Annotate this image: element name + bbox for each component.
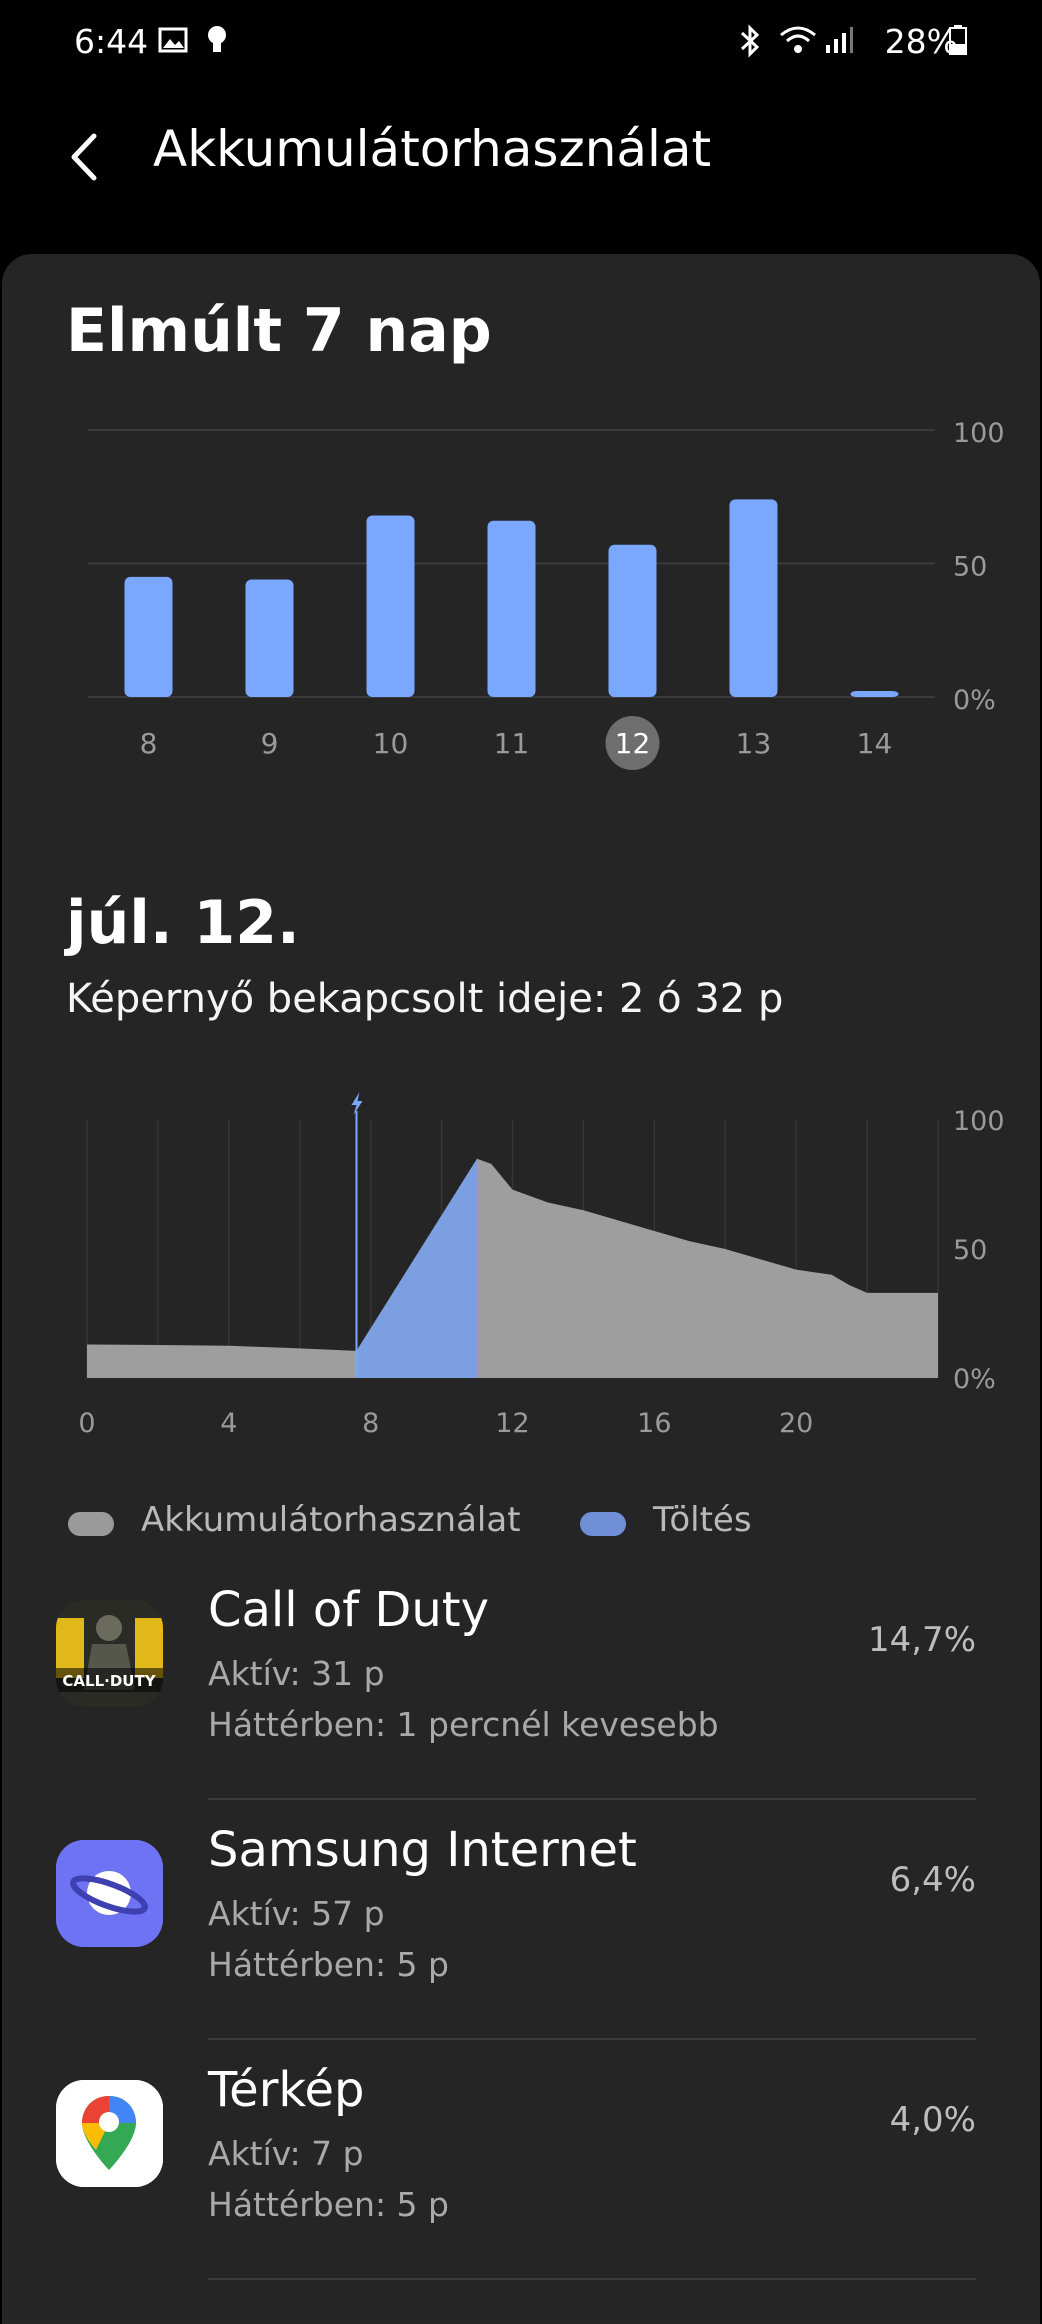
selected-day-highlight[interactable] <box>605 716 660 770</box>
page-title: Akkumulátorhasználat <box>153 120 712 178</box>
week-x-tick-label[interactable]: 11 <box>494 727 530 760</box>
week-x-tick-label[interactable]: 12 <box>615 727 651 760</box>
legend-usage-label: Akkumulátorhasználat <box>141 1500 521 1540</box>
legend-charging-swatch <box>580 1512 626 1536</box>
selected-date: júl. 12. <box>66 888 300 958</box>
list-item-maps[interactable]: Térkép Aktív: 7 p Háttérben: 5 p 4,0% <box>0 2040 1042 2280</box>
bluetooth-icon <box>738 24 762 66</box>
week-y-tick-label: 50 <box>953 552 987 583</box>
week-y-tick-label: 0% <box>953 685 996 716</box>
week-y-tick-label: 100 <box>953 418 1005 449</box>
app-active-time: Aktív: 57 p <box>208 1894 385 1933</box>
battery-icon <box>948 24 968 64</box>
screen-time: Képernyő bekapcsolt ideje: 2 ó 32 p <box>66 976 784 1022</box>
divider <box>208 2038 976 2040</box>
day-x-tick-label: 16 <box>637 1408 671 1439</box>
week-x-tick-label[interactable]: 13 <box>736 727 772 760</box>
gallery-icon <box>158 24 188 63</box>
signal-icon <box>824 24 854 63</box>
app-background-time: Háttérben: 5 p <box>208 2185 449 2224</box>
week-x-tick-label[interactable]: 10 <box>373 727 409 760</box>
week-heading: Elmúlt 7 nap <box>66 296 492 366</box>
app-bar: Akkumulátorhasználat <box>0 84 1042 254</box>
divider <box>208 2278 976 2280</box>
week-bar[interactable] <box>850 691 899 697</box>
week-bar[interactable] <box>124 576 173 697</box>
legend-usage-swatch <box>68 1512 114 1536</box>
call-of-duty-icon: CALL·DUTY <box>56 1600 163 1707</box>
app-name: Samsung Internet <box>208 1822 637 1878</box>
app-percent: 4,0% <box>889 2100 976 2140</box>
week-x-tick-label[interactable]: 8 <box>140 727 158 760</box>
bulb-icon <box>204 24 230 64</box>
app-percent: 14,7% <box>867 1620 976 1660</box>
app-name: Call of Duty <box>208 1582 489 1638</box>
app-percent: 6,4% <box>889 1860 976 1900</box>
week-bar[interactable] <box>487 520 536 697</box>
app-active-time: Aktív: 31 p <box>208 1654 385 1693</box>
week-bar[interactable] <box>608 544 657 697</box>
week-bar[interactable] <box>366 515 415 697</box>
svg-text:CALL·DUTY: CALL·DUTY <box>62 1672 156 1690</box>
charging-area-series <box>356 1158 478 1378</box>
week-bar[interactable] <box>729 499 778 697</box>
day-x-tick-label: 0 <box>78 1408 95 1439</box>
battery-percent: 28% <box>884 22 958 61</box>
day-y-tick-label: 100 <box>953 1106 1005 1137</box>
legend-charging-label: Töltés <box>653 1500 752 1540</box>
weekly-usage-chart: 100 50 0% 8 9 10 11 12 13 14 <box>88 418 1005 770</box>
app-name: Térkép <box>208 2062 365 2118</box>
charging-bolt-icon <box>351 1092 363 1115</box>
week-x-tick-label[interactable]: 14 <box>857 727 893 760</box>
list-item-samsung-internet[interactable]: Samsung Internet Aktív: 57 p Háttérben: … <box>0 1800 1042 2040</box>
status-time: 6:44 <box>74 22 149 61</box>
usage-area-series <box>87 1158 938 1378</box>
week-x-tick-label[interactable]: 9 <box>261 727 279 760</box>
day-y-tick-label: 0% <box>953 1364 996 1395</box>
samsung-internet-icon <box>56 1840 163 1947</box>
app-background-time: Háttérben: 5 p <box>208 1945 449 1984</box>
maps-icon <box>56 2080 163 2187</box>
day-x-tick-label: 12 <box>495 1408 529 1439</box>
status-bar: 6:44 28% <box>0 0 1042 84</box>
app-background-time: Háttérben: 1 percnél kevesebb <box>208 1705 719 1744</box>
day-y-tick-label: 50 <box>953 1235 987 1266</box>
back-arrow-icon[interactable] <box>62 122 112 192</box>
wifi-icon <box>778 24 818 64</box>
app-active-time: Aktív: 7 p <box>208 2134 364 2173</box>
divider <box>208 1798 976 1800</box>
day-x-tick-label: 4 <box>220 1408 237 1439</box>
day-x-tick-label: 8 <box>362 1408 379 1439</box>
week-bar[interactable] <box>245 579 294 697</box>
day-x-tick-label: 20 <box>779 1408 813 1439</box>
daily-battery-chart: 100 50 0% 0 4 8 12 16 20 <box>78 1092 1005 1439</box>
list-item-call-of-duty[interactable]: CALL·DUTY Call of Duty Aktív: 31 p Hátté… <box>0 1560 1042 1800</box>
